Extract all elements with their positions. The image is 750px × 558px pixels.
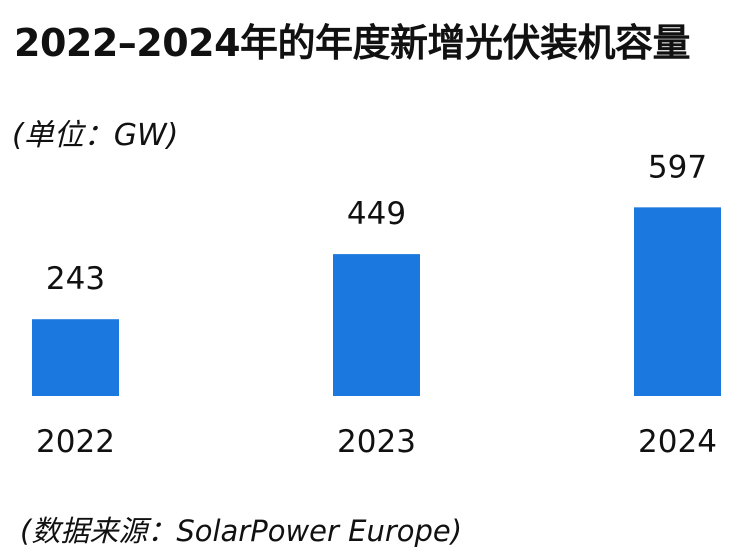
bar-2023 [333,254,420,396]
category-labels-layer: 2022 2023 2024 [36,424,717,460]
category-label-2023: 2023 [337,424,416,460]
value-label-2024: 597 [648,149,707,185]
value-labels-layer: 243 449 597 [46,149,707,297]
unit-label: (单位：GW) [12,118,179,153]
value-label-2022: 243 [46,261,105,297]
bar-2024 [634,207,721,396]
chart-title: 2022–2024年的年度新增光伏装机容量 [14,21,691,65]
category-label-2024: 2024 [638,424,717,460]
bars-layer [32,207,721,396]
bar-2022 [32,319,119,396]
category-label-2022: 2022 [36,424,115,460]
source-label: (数据来源：SolarPower Europe) [20,514,463,548]
value-label-2023: 449 [347,196,406,232]
